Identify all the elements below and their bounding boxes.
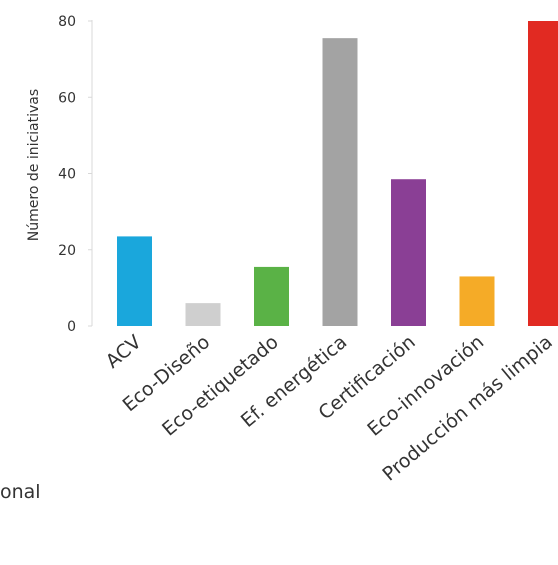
- category-label: Eco-innovación: [363, 331, 488, 441]
- bar-5: [459, 276, 495, 326]
- y-tick-label: 60: [58, 90, 76, 106]
- y-axis-title: Número de iniciativas: [26, 89, 42, 241]
- bar-3: [322, 38, 358, 326]
- y-tick-label: 0: [67, 319, 76, 335]
- bar-2: [254, 266, 289, 326]
- y-tick-label: 20: [58, 243, 76, 259]
- y-tick-label: 40: [58, 167, 76, 183]
- bar-6: [528, 21, 558, 326]
- bars: [117, 21, 558, 326]
- y-axis-ticks: 0 20 40 60 80: [58, 14, 92, 335]
- y-tick-label: 80: [58, 14, 76, 30]
- category-label: Eco-etiquetado: [158, 331, 283, 441]
- cropped-text-fragment: onal: [0, 481, 41, 503]
- category-label: ACV: [102, 331, 146, 373]
- bar-1: [185, 303, 221, 326]
- bar-4: [391, 179, 426, 326]
- bar-0: [117, 236, 152, 326]
